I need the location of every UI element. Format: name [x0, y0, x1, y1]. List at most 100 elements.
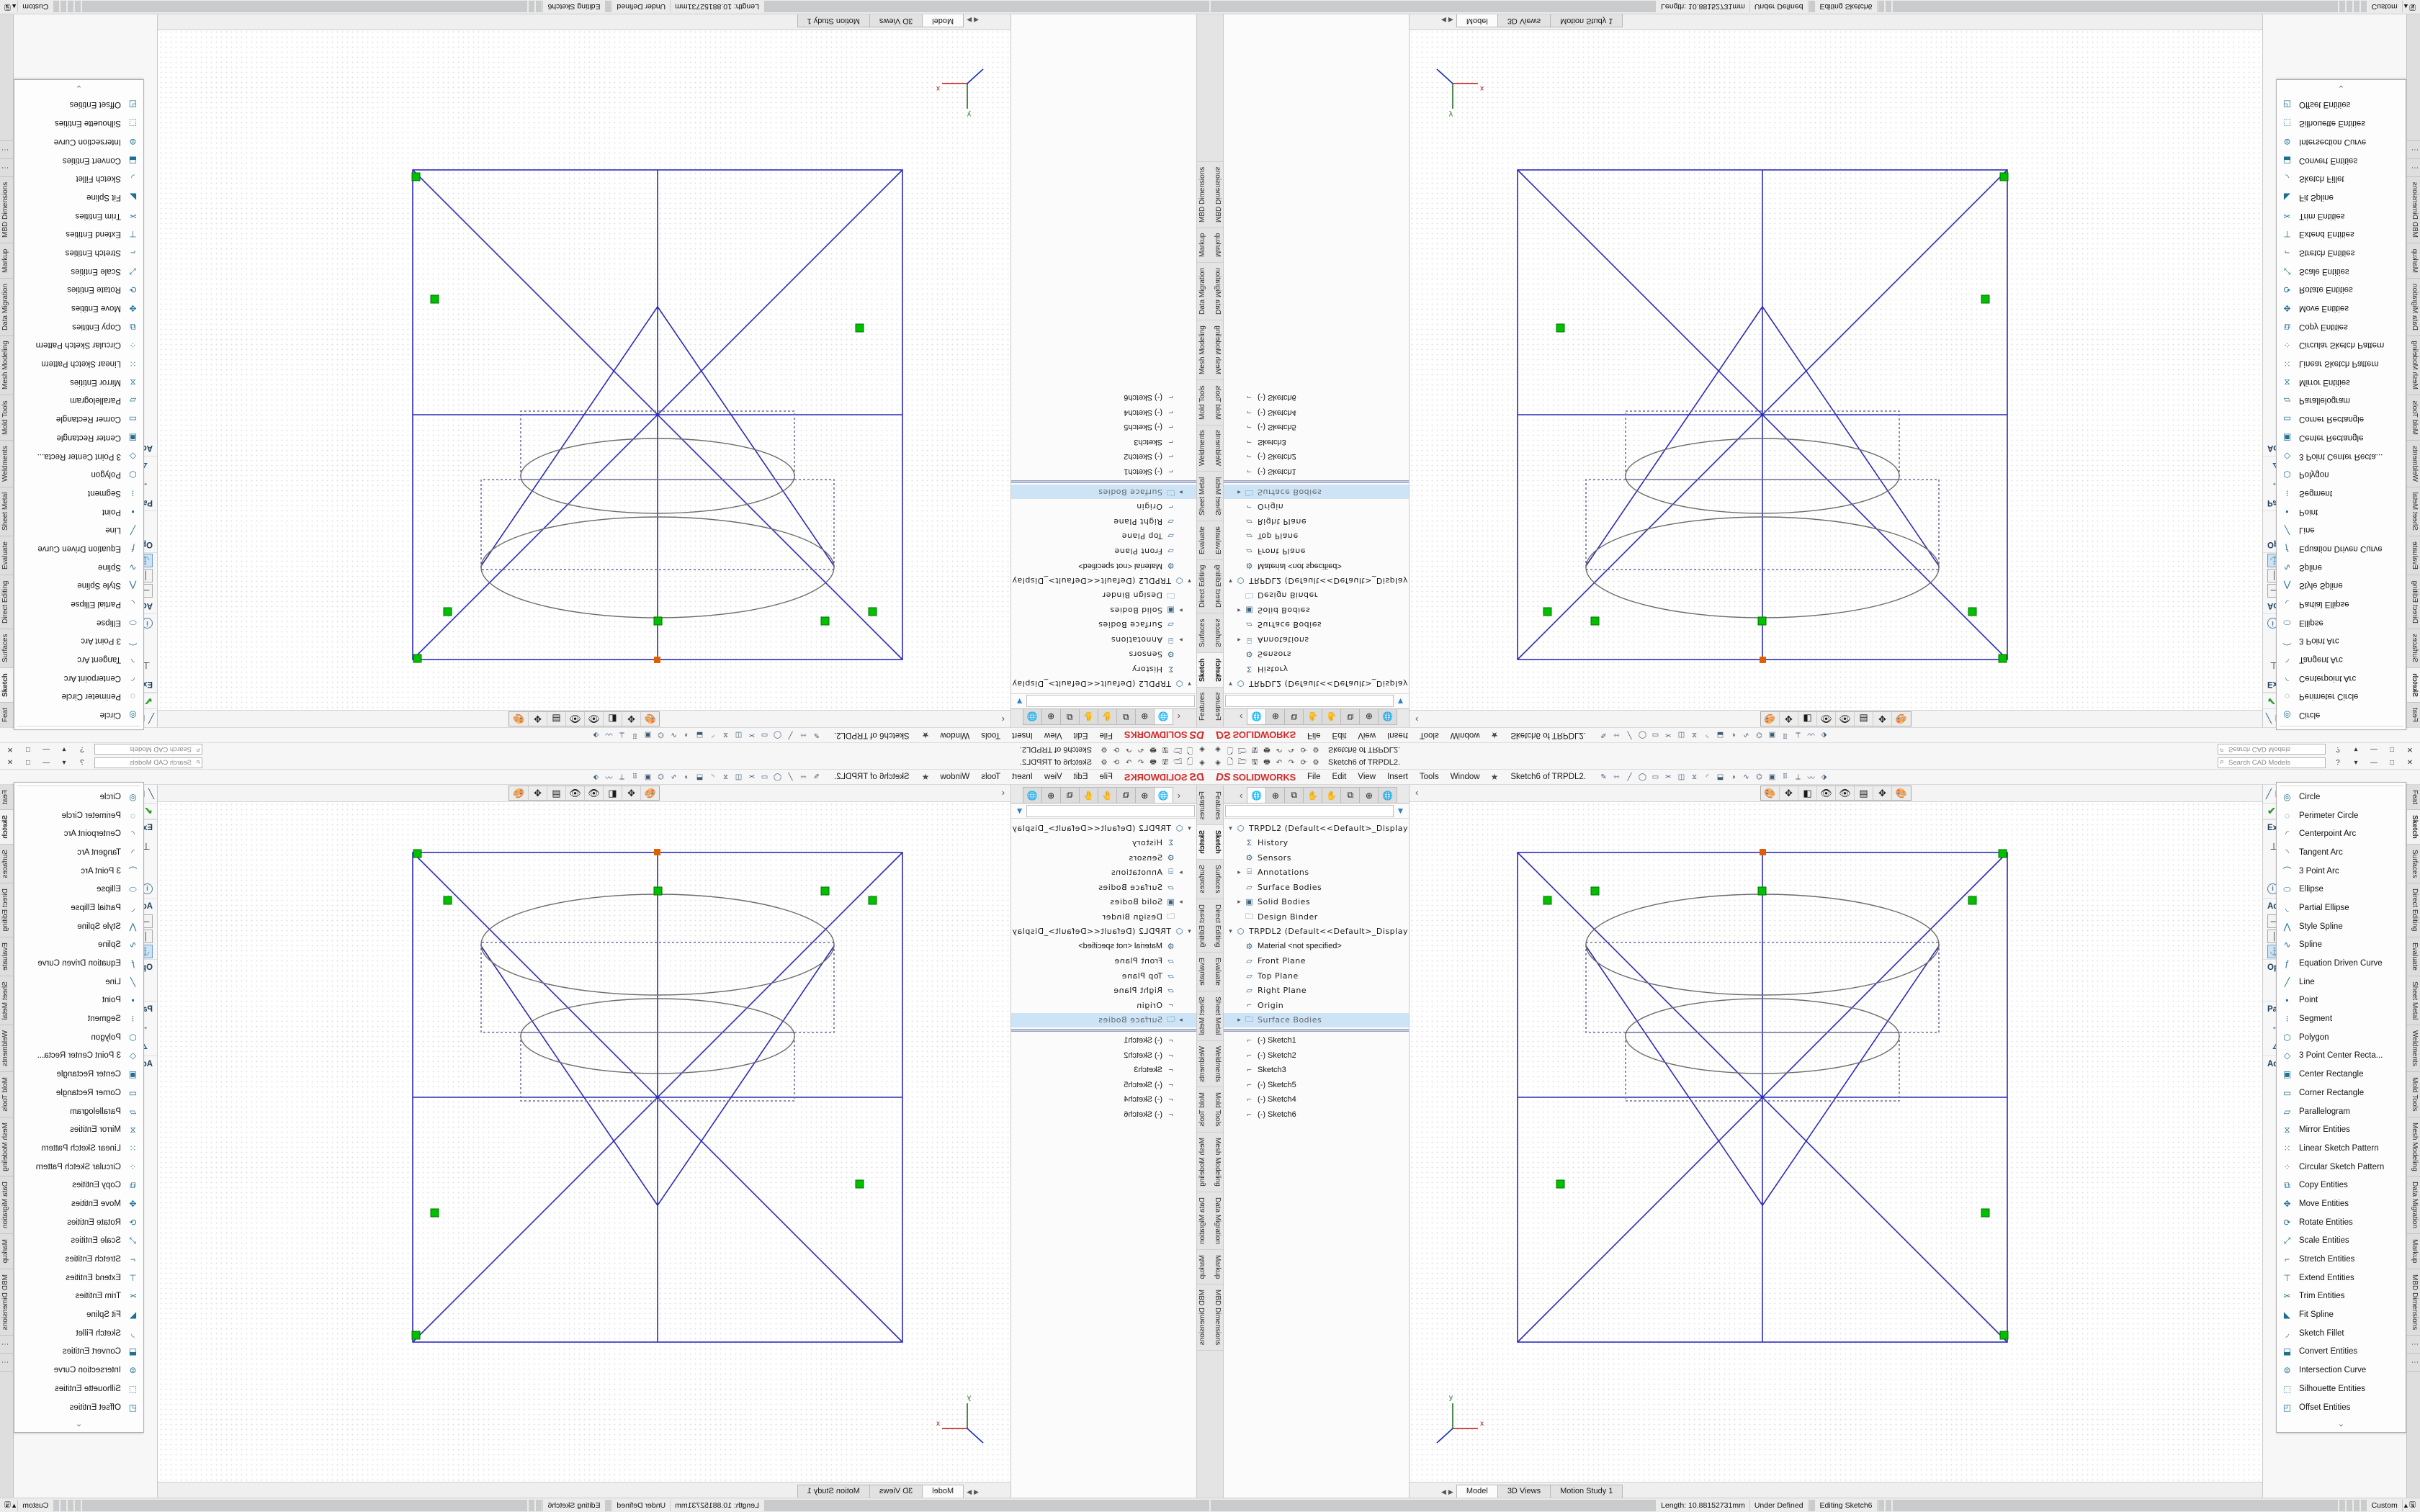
- flyout-item-stretch-entities[interactable]: ⌐ Stretch Entities: [14, 243, 143, 262]
- rtab-overflow-2[interactable]: ⋮: [0, 140, 13, 159]
- sketch-icon[interactable]: ✎: [813, 773, 820, 781]
- flyout-item-offset-entities[interactable]: ◰ Offset Entities: [14, 96, 143, 114]
- flyout-item-center-rectangle[interactable]: ▣ Center Rectangle: [14, 428, 143, 447]
- tab-direct-editing[interactable]: Direct Editing: [1210, 559, 1223, 613]
- tree-row-sketch4[interactable]: ⌐ (-) Sketch4: [1124, 1095, 1173, 1104]
- tree-row-annotations[interactable]: ▸ ⌸ Annotations: [1237, 634, 1309, 644]
- sketch-tools-flyout[interactable]: ◎ Circle ◌ Perimeter Circle ◜ Centerpoint A…: [2276, 782, 2406, 1434]
- tree-row-annotations[interactable]: ▸ ⌸ Annotations: [1111, 868, 1183, 878]
- flyout-item-extend-entities[interactable]: ⊤ Extend Entities: [2277, 1269, 2406, 1287]
- minimize-button[interactable]: —: [2370, 758, 2378, 767]
- tree-row-material[interactable]: ⚙ Material <not specified>: [1078, 942, 1175, 951]
- view-setting-icon[interactable]: ✥: [1873, 712, 1892, 726]
- flyout-item-rotate-entities[interactable]: ⟳ Rotate Entities: [14, 281, 143, 300]
- mirror-icon[interactable]: ⧖: [1691, 731, 1698, 739]
- flyout-item-centerpoint-arc[interactable]: ◜ Centerpoint Arc: [14, 669, 143, 688]
- rebuild-icon[interactable]: ⟳: [1113, 745, 1120, 754]
- shell-icon[interactable]: ▣: [644, 731, 652, 739]
- menu-view[interactable]: View: [1358, 772, 1376, 781]
- flyout-item-fit-spline[interactable]: ◣ Fit Spline: [2277, 1305, 2406, 1324]
- print-icon[interactable]: 🖶: [1263, 757, 1270, 766]
- flyout-item-move-entities[interactable]: ✥ Move Entities: [14, 299, 143, 318]
- redo-icon[interactable]: ↷: [1288, 745, 1295, 754]
- tree-row-annotations[interactable]: ▸ ⌸ Annotations: [1111, 634, 1183, 644]
- tab-nav-right-icon[interactable]: ▶: [1448, 1488, 1453, 1495]
- rtab-surfaces[interactable]: Surfaces: [0, 844, 13, 884]
- flyout-item-spline[interactable]: ∿ Spline: [2277, 558, 2406, 577]
- render-tab[interactable]: ⊕: [1359, 787, 1379, 803]
- maximize-button[interactable]: □: [25, 745, 31, 754]
- flyout-more-icon[interactable]: ⌄: [75, 1420, 83, 1429]
- flyout-item-circular-sketch-pattern[interactable]: ⁘ Circular Sketch Pattern: [14, 336, 143, 355]
- graphics-area[interactable]: x y: [1410, 802, 2262, 1482]
- flyout-item-3-point-arc[interactable]: ⌒ 3 Point Arc: [14, 862, 143, 881]
- tree-row-sketch6[interactable]: ⌐ (-) Sketch6: [1247, 1110, 1296, 1119]
- display-manager-tab[interactable]: ✋: [1322, 787, 1342, 803]
- appearance-tab[interactable]: ⧉: [1340, 787, 1361, 803]
- tab-nav-left-icon[interactable]: ◀: [974, 1488, 979, 1495]
- menu-window[interactable]: Window: [940, 772, 970, 781]
- rtab-features[interactable]: Feat: [2407, 701, 2420, 727]
- tree-row-sensors[interactable]: ⚙ Sensors: [1129, 649, 1175, 660]
- configuration-manager-tab[interactable]: ⧉: [1284, 787, 1304, 803]
- filter-input[interactable]: [1026, 695, 1195, 708]
- overlay-icon[interactable]: 🖫: [2409, 3, 2416, 12]
- flyout-item-scale-entities[interactable]: ⤢ Scale Entities: [2277, 1232, 2406, 1251]
- tree-row-surface-bodies[interactable]: ▱ Surface Bodies: [1246, 620, 1322, 630]
- configuration-manager-tab[interactable]: ⧉: [1284, 709, 1304, 725]
- flyout-item-style-spline[interactable]: ⋀ Style Spline: [14, 577, 143, 595]
- overlay-icon[interactable]: 🖫: [2409, 1500, 2416, 1509]
- menu-tools[interactable]: Tools: [1419, 772, 1439, 781]
- tree-row-part[interactable]: ▾⬡TRPDL2 (Default<<Default>_Display Stat…: [1011, 679, 1191, 689]
- tree-row-origin[interactable]: ⌐ Origin: [1247, 502, 1284, 512]
- rtab-weldments[interactable]: Weldments: [0, 1025, 13, 1072]
- menu-insert[interactable]: Insert: [1387, 772, 1408, 781]
- menu-insert[interactable]: Insert: [1012, 772, 1033, 781]
- menu-view[interactable]: View: [1044, 731, 1062, 740]
- flyout-item-sketch-fillet[interactable]: ◞ Sketch Fillet: [14, 169, 143, 188]
- flyout-item-trim-entities[interactable]: ✂ Trim Entities: [2277, 1287, 2406, 1306]
- tree-row-part-2[interactable]: ▾⬡TRPDL2 (Default<<Default>_Display Stat…: [1229, 927, 1409, 937]
- flyout-item-partial-ellipse[interactable]: ◟ Partial Ellipse: [2277, 595, 2406, 613]
- units-dropdown-icon[interactable]: ▴: [12, 2, 17, 12]
- menu-file[interactable]: File: [1307, 731, 1321, 740]
- rebuild-icon[interactable]: ⟳: [1300, 745, 1307, 754]
- tab-markup[interactable]: Markup: [1210, 227, 1223, 263]
- status-units[interactable]: Custom: [17, 1, 53, 13]
- tree-row-top-plane[interactable]: ▱ Top Plane: [1121, 971, 1174, 981]
- circle-icon[interactable]: ◯: [773, 773, 782, 781]
- rtab-evaluate[interactable]: Evaluate: [2407, 536, 2420, 575]
- flyout-item-style-spline[interactable]: ⋀ Style Spline: [2277, 577, 2406, 595]
- loft-icon[interactable]: ⌬: [1756, 773, 1762, 781]
- tab-model[interactable]: Model: [922, 14, 964, 27]
- rtab-mesh-modeling[interactable]: Mesh Modeling: [0, 335, 13, 395]
- feature-tree-tab[interactable]: 🌐: [1153, 709, 1173, 725]
- flyout-item-centerpoint-arc[interactable]: ◜ Centerpoint Arc: [2277, 669, 2406, 688]
- flyout-item-corner-rectangle[interactable]: ▭ Corner Rectangle: [14, 1084, 143, 1102]
- flyout-item-sketch-fillet[interactable]: ◞ Sketch Fillet: [2277, 169, 2406, 188]
- tree-row-right-plane[interactable]: ▱ Right Plane: [1113, 986, 1174, 996]
- flyout-item-scale-entities[interactable]: ⤢ Scale Entities: [14, 1232, 143, 1251]
- feature-tree-filter[interactable]: ▼: [1011, 804, 1196, 819]
- tab-mold-tools[interactable]: Mold Tools: [1197, 379, 1210, 425]
- flyout-item-3-point-arc[interactable]: ⌒ 3 Point Arc: [2277, 632, 2406, 651]
- trim-icon[interactable]: ✂: [748, 773, 755, 781]
- view-setting-icon[interactable]: ✥: [528, 786, 547, 800]
- sweep-icon[interactable]: ∿: [671, 773, 677, 781]
- tab-nav-right-icon[interactable]: ▶: [967, 1488, 972, 1495]
- close-button[interactable]: ✕: [6, 758, 14, 767]
- rtab-direct-editing[interactable]: Direct Editing: [2407, 575, 2420, 629]
- new-document-icon[interactable]: 🗋: [1227, 746, 1234, 755]
- tree-row-sketch3[interactable]: ⌐ Sketch3: [1247, 1066, 1286, 1075]
- section-view-icon[interactable]: ◧: [603, 786, 622, 800]
- flyout-item-trim-entities[interactable]: ✂ Trim Entities: [2277, 207, 2406, 225]
- menu-tools[interactable]: Tools: [1419, 731, 1439, 740]
- flyout-item-perimeter-circle[interactable]: ◌ Perimeter Circle: [14, 688, 143, 706]
- hide-show-icon[interactable]: 👁: [1817, 786, 1836, 800]
- menu-insert[interactable]: Insert: [1387, 731, 1408, 740]
- close-button[interactable]: ✕: [2406, 758, 2414, 767]
- tab-motion-study[interactable]: Motion Study 1: [797, 14, 870, 27]
- accept-button[interactable]: ✔: [144, 805, 153, 816]
- flyout-item-parallelogram[interactable]: ▱ Parallelogram: [2277, 392, 2406, 410]
- tab-surfaces[interactable]: Surfaces: [1210, 860, 1223, 899]
